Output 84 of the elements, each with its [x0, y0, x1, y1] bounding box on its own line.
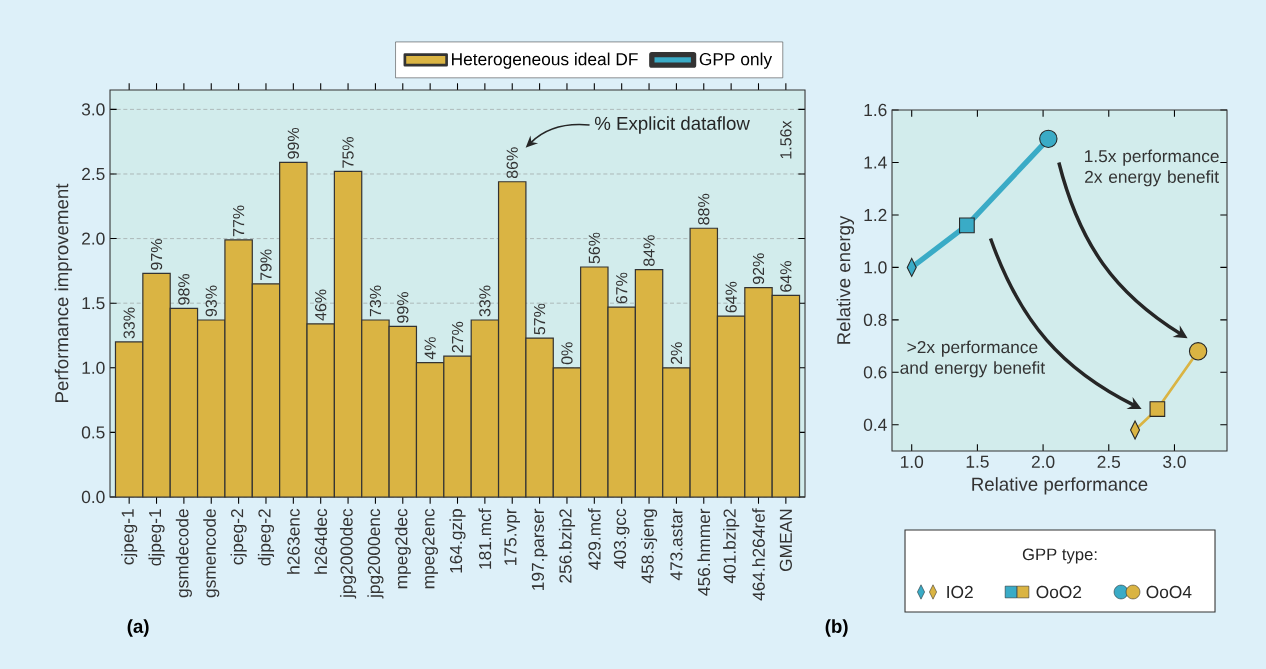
- annotation: 97%: [150, 239, 163, 270]
- x-tick-label: h263enc: [286, 508, 300, 574]
- annotation: 99%: [397, 292, 409, 323]
- x-tick-label: 2.5: [1097, 455, 1121, 468]
- annotation: 57%: [533, 303, 546, 335]
- annotation: 33%: [123, 307, 135, 339]
- x-tick-label: gsmencode: [203, 509, 220, 598]
- annotation: 0%: [561, 342, 573, 365]
- x-tick-label: jpg2000enc: [367, 508, 384, 599]
- x-tick-label: 429.mcf: [587, 508, 601, 570]
- y-tick-label: 2.5: [82, 167, 105, 181]
- y-tick-label: 3.0: [81, 103, 105, 116]
- x-tick-label: mpeg2dec: [394, 508, 411, 589]
- y-tick-label: 2.0: [82, 232, 105, 245]
- text: (a): [127, 619, 149, 637]
- y-tick-label: 0.0: [81, 490, 105, 504]
- x-tick-label: 464.h264ref: [752, 508, 765, 601]
- y-axis-title: Performance improvement: [54, 183, 73, 402]
- annotation: >2x performance and energy benefit: [900, 340, 1045, 378]
- annotation: 98%: [178, 273, 190, 305]
- x-tick-label: 403.gcc: [613, 508, 630, 569]
- y-tick-label: 1.0: [864, 261, 887, 274]
- y-tick-label: 1.6: [864, 103, 887, 117]
- x-tick-label: 1.5: [966, 455, 989, 468]
- y-tick-label: 0.8: [863, 313, 887, 326]
- x-tick-label: 2.0: [1031, 455, 1055, 468]
- y-tick-label: 0.6: [863, 366, 887, 379]
- annotation: 79%: [260, 249, 272, 281]
- x-tick-label: 256.bzip2: [558, 509, 576, 583]
- x-tick-label: 164.gzip: [449, 509, 466, 573]
- x-tick-label: h264dec: [314, 508, 328, 574]
- annotation: 64%: [725, 281, 737, 313]
- x-tick-label: djpeg-2: [257, 509, 275, 566]
- legend-label: IO2: [947, 585, 973, 599]
- annotation: 84%: [643, 235, 655, 266]
- annotation: 64%: [780, 261, 792, 292]
- x-tick-label: GMEAN: [779, 509, 792, 572]
- x-tick-label: 3.0: [1163, 455, 1186, 468]
- x-tick-label: djpeg-1: [148, 509, 165, 566]
- annotation: 2%: [670, 342, 683, 365]
- annotation: 33%: [479, 285, 491, 317]
- annotation: 46%: [315, 289, 327, 321]
- annotation: 92%: [752, 253, 765, 284]
- annotation: 88%: [698, 193, 710, 225]
- x-tick-label: cjpeg-1: [121, 509, 138, 565]
- annotation: 99%: [287, 127, 299, 159]
- legend-title: GPP type:: [1022, 548, 1097, 564]
- annotation: 67%: [616, 272, 628, 304]
- legend-label: OoO4: [1146, 585, 1192, 599]
- legend-label: Heterogeneous ideal DF: [452, 52, 638, 69]
- legend-label: OoO2: [1036, 585, 1082, 599]
- annotation: 4%: [424, 337, 436, 360]
- x-axis-title: Relative performance: [972, 477, 1148, 495]
- x-tick-label: 401.bzip2: [723, 509, 740, 584]
- x-tick-label: 458.sjeng: [640, 509, 658, 584]
- annotation: 77%: [233, 205, 245, 237]
- annotation: 75%: [342, 137, 354, 168]
- x-tick-label: 456.hmmer: [697, 508, 711, 596]
- y-axis-title: Relative energy: [836, 215, 855, 344]
- annotation: 73%: [369, 285, 382, 317]
- x-tick-label: 473.astar: [670, 508, 683, 581]
- y-tick-label: 0.4: [863, 418, 887, 431]
- x-tick-label: 181.mcf: [478, 508, 492, 569]
- y-tick-label: 1.0: [82, 361, 105, 374]
- y-tick-label: 1.2: [864, 208, 887, 221]
- annotation: 86%: [506, 147, 518, 179]
- annotation: 93%: [205, 285, 217, 317]
- x-tick-label: 175.vpr: [504, 508, 520, 565]
- annotation: % Explicit dataflow: [594, 116, 750, 134]
- y-tick-label: 0.5: [81, 426, 105, 439]
- legend-label: GPP only: [699, 52, 773, 69]
- x-tick-label: gsmdecode: [175, 509, 192, 598]
- text: (b): [825, 619, 848, 637]
- x-tick-label: 1.0: [900, 455, 924, 468]
- annotation: 27%: [451, 321, 464, 353]
- x-tick-label: cjpeg-2: [230, 509, 247, 565]
- annotation: 1.5x performance 2x energy benefit: [1085, 149, 1219, 187]
- y-tick-label: 1.4: [864, 156, 887, 169]
- y-tick-label: 1.5: [82, 297, 105, 310]
- x-tick-label: jpg2000dec: [339, 508, 357, 599]
- annotation: 1.56x: [780, 120, 792, 159]
- x-tick-label: mpeg2enc: [422, 508, 438, 589]
- x-tick-label: 197.parser: [531, 508, 548, 590]
- annotation: 56%: [588, 232, 600, 264]
